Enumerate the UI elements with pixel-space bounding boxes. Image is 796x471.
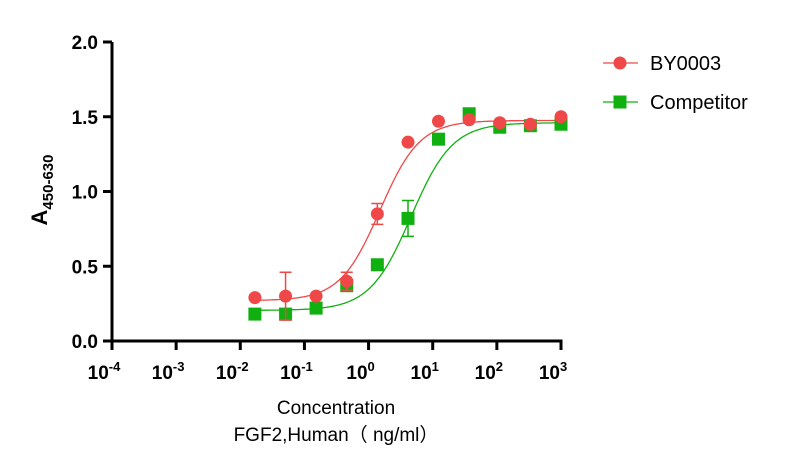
x-axis-label: Concentration (277, 398, 395, 419)
x-tick-label: 101 (411, 359, 439, 384)
y-tick-label: 2.0 (72, 33, 98, 54)
x-axis-label-units: FGF2,Human（ ng/ml） (234, 424, 439, 446)
data-point-competitor (431, 132, 445, 146)
x-tick-label: 103 (539, 359, 567, 384)
data-point-competitor (248, 307, 262, 321)
data-point-by0003 (462, 113, 476, 127)
data-point-by0003 (340, 274, 354, 288)
data-point-by0003 (493, 116, 507, 130)
x-tick-label: 10-2 (216, 359, 249, 384)
y-tick-label: 1.0 (72, 183, 98, 204)
data-point-by0003 (523, 117, 537, 131)
x-tick-label: 100 (346, 359, 374, 384)
data-point-by0003 (370, 207, 384, 221)
data-point-by0003 (554, 110, 568, 124)
data-point-competitor (370, 258, 384, 272)
legend-label: BY0003 (650, 53, 721, 75)
x-tick-label: 10-4 (88, 359, 121, 384)
data-point-by0003 (309, 289, 323, 303)
data-point-by0003 (401, 135, 415, 149)
x-tick-label: 102 (475, 359, 503, 384)
data-point-by0003 (248, 291, 262, 305)
data-point-competitor (401, 211, 415, 225)
x-tick-label: 10-3 (152, 359, 185, 384)
data-point-by0003 (431, 114, 445, 128)
data-point-by0003 (279, 289, 293, 303)
y-axis-label: A450-630 (27, 155, 57, 226)
y-tick-label: 0.0 (72, 332, 98, 353)
y-tick-label: 0.5 (72, 257, 99, 278)
legend-label: Competitor (650, 92, 748, 114)
x-tick-label: 10-1 (280, 359, 313, 384)
data-point-competitor (309, 301, 323, 315)
legend-marker (613, 95, 627, 109)
y-tick-label: 1.5 (72, 108, 99, 129)
fit-curve-by0003 (254, 119, 561, 301)
legend-marker (613, 56, 627, 70)
